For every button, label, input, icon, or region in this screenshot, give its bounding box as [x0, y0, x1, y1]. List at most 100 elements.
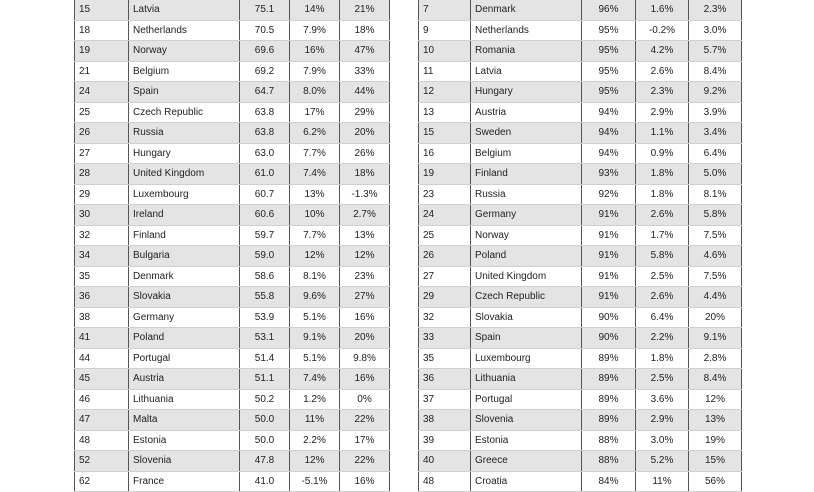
change-cell-1: 13% [289, 184, 340, 205]
score-cell: 89% [581, 368, 636, 390]
score-cell: 89% [581, 348, 636, 369]
country-cell: Luxembourg [470, 348, 582, 369]
score-cell: 47.8 [239, 450, 290, 472]
table-row: 46 Lithuania 50.2 1.2% 0% [74, 389, 390, 410]
change-cell-2: 9.2% [688, 81, 742, 103]
table-row: 11 Latvia 95% 2.6% 8.4% [418, 61, 742, 82]
rank-cell: 30 [74, 204, 129, 226]
table-row: 18 Netherlands 70.5 7.9% 18% [74, 20, 390, 41]
change-cell-2: 16% [339, 368, 390, 390]
table-row: 32 Slovakia 90% 6.4% 20% [418, 307, 742, 328]
left-table-body: 15 Latvia 75.1 14% 21% 18 Netherlands 70.5 7.9% 1… [74, 0, 390, 492]
score-cell: 60.7 [239, 184, 290, 205]
score-cell: 53.9 [239, 307, 290, 328]
score-cell: 88% [581, 450, 636, 472]
country-cell: Denmark [470, 0, 582, 21]
change-cell-2: 7.5% [688, 225, 742, 246]
change-cell-1: 8.0% [289, 81, 340, 103]
change-cell-1: 1.7% [635, 225, 689, 246]
change-cell-2: 20% [339, 327, 390, 349]
rank-cell: 62 [74, 471, 129, 492]
rank-cell: 10 [418, 40, 471, 62]
rank-cell: 38 [418, 409, 471, 431]
table-row: 16 Belgium 94% 0.9% 6.4% [418, 143, 742, 164]
score-cell: 88% [581, 430, 636, 451]
rank-cell: 45 [74, 368, 129, 390]
score-cell: 94% [581, 122, 636, 144]
score-cell: 91% [581, 225, 636, 246]
table-row: 37 Portugal 89% 3.6% 12% [418, 389, 742, 410]
table-row: 15 Sweden 94% 1.1% 3.4% [418, 122, 742, 144]
rank-cell: 37 [418, 389, 471, 410]
change-cell-2: 5.7% [688, 40, 742, 62]
change-cell-1: 7.9% [289, 20, 340, 41]
change-cell-2: 13% [339, 225, 390, 246]
score-cell: 51.1 [239, 368, 290, 390]
rank-cell: 27 [74, 143, 129, 164]
change-cell-1: 0.9% [635, 143, 689, 164]
change-cell-2: 15% [688, 450, 742, 472]
table-row: 28 United Kingdom 61.0 7.4% 18% [74, 163, 390, 185]
score-cell: 90% [581, 307, 636, 328]
table-row: 10 Romania 95% 4.2% 5.7% [418, 40, 742, 62]
table-row: 27 United Kingdom 91% 2.5% 7.5% [418, 266, 742, 287]
change-cell-2: 20% [339, 122, 390, 144]
table-row: 15 Latvia 75.1 14% 21% [74, 0, 390, 21]
score-cell: 94% [581, 143, 636, 164]
change-cell-1: 8.1% [289, 266, 340, 287]
country-cell: Austria [128, 368, 240, 390]
table-row: 24 Spain 64.7 8.0% 44% [74, 81, 390, 103]
rank-cell: 38 [74, 307, 129, 328]
rank-cell: 23 [418, 184, 471, 205]
change-cell-2: 29% [339, 102, 390, 123]
table-row: 23 Russia 92% 1.8% 8.1% [418, 184, 742, 205]
change-cell-1: 14% [289, 0, 340, 21]
country-cell: Bulgaria [128, 245, 240, 267]
change-cell-1: 2.2% [635, 327, 689, 349]
country-cell: Latvia [470, 61, 582, 82]
change-cell-1: 9.6% [289, 286, 340, 308]
change-cell-1: 17% [289, 102, 340, 123]
change-cell-1: 3.6% [635, 389, 689, 410]
score-cell: 75.1 [239, 0, 290, 21]
country-cell: Spain [470, 327, 582, 349]
country-cell: Finland [470, 163, 582, 185]
table-row: 30 Ireland 60.6 10% 2.7% [74, 204, 390, 226]
table-row: 35 Luxembourg 89% 1.8% 2.8% [418, 348, 742, 369]
country-cell: Greece [470, 450, 582, 472]
change-cell-2: 7.5% [688, 266, 742, 287]
country-cell: Czech Republic [128, 102, 240, 123]
change-cell-1: 1.1% [635, 122, 689, 144]
change-cell-1: 2.5% [635, 368, 689, 390]
table-row: 19 Finland 93% 1.8% 5.0% [418, 163, 742, 185]
change-cell-2: 4.6% [688, 245, 742, 267]
country-cell: Latvia [128, 0, 240, 21]
rank-cell: 19 [418, 163, 471, 185]
rank-cell: 48 [418, 471, 471, 492]
change-cell-2: 3.9% [688, 102, 742, 123]
table-row: 26 Poland 91% 5.8% 4.6% [418, 245, 742, 267]
table-row: 13 Austria 94% 2.9% 3.9% [418, 102, 742, 123]
score-cell: 64.7 [239, 81, 290, 103]
country-cell: Lithuania [470, 368, 582, 390]
change-cell-2: 44% [339, 81, 390, 103]
rank-cell: 36 [418, 368, 471, 390]
change-cell-1: 16% [289, 40, 340, 62]
rank-cell: 21 [74, 61, 129, 82]
country-cell: Slovenia [128, 450, 240, 472]
country-cell: Ireland [128, 204, 240, 226]
table-row: 48 Estonia 50.0 2.2% 17% [74, 430, 390, 451]
change-cell-1: 7.4% [289, 163, 340, 185]
score-cell: 93% [581, 163, 636, 185]
change-cell-2: 6.4% [688, 143, 742, 164]
score-cell: 91% [581, 286, 636, 308]
change-cell-2: 2.3% [688, 0, 742, 21]
country-cell: Austria [470, 102, 582, 123]
rank-cell: 35 [74, 266, 129, 287]
change-cell-2: 9.1% [688, 327, 742, 349]
change-cell-2: 12% [339, 245, 390, 267]
table-row: 34 Bulgaria 59.0 12% 12% [74, 245, 390, 267]
change-cell-2: 2.7% [339, 204, 390, 226]
score-cell: 50.0 [239, 409, 290, 431]
score-cell: 41.0 [239, 471, 290, 492]
